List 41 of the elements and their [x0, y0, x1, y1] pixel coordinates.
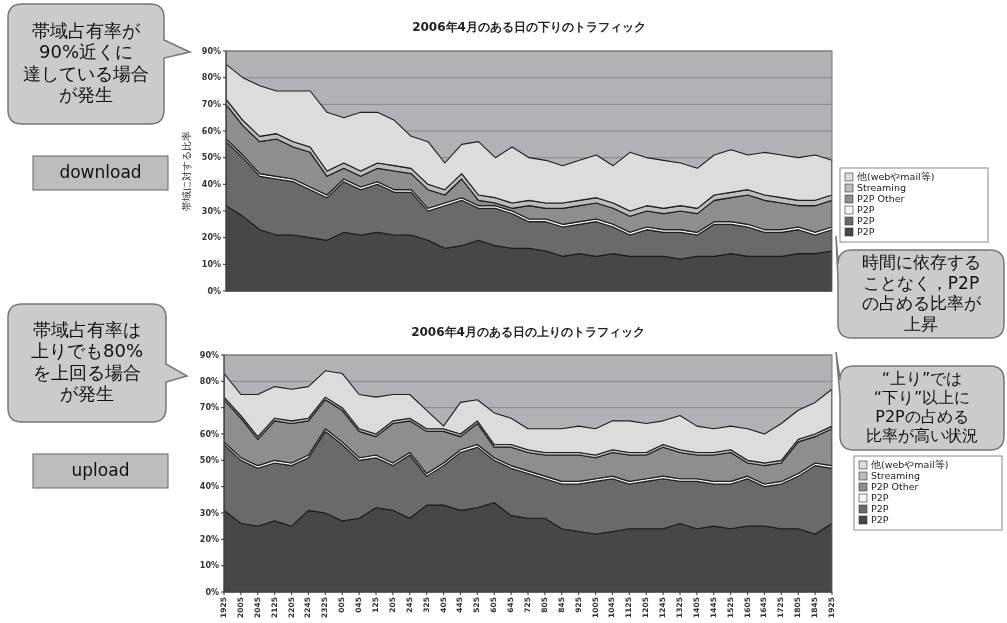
text: upload: [71, 460, 130, 480]
y-tick-label: 0%: [207, 286, 221, 296]
y-tick-label: 70%: [201, 99, 221, 109]
y-tick-label: 40%: [199, 482, 219, 492]
legend-label: P2P Other: [871, 481, 919, 492]
text: download: [59, 162, 142, 182]
y-tick-label: 20%: [199, 534, 219, 544]
y-tick-label: 30%: [199, 508, 219, 518]
chart-title: 2006年4月のある日の下りのトラフィック: [412, 20, 646, 34]
y-tick-label: 30%: [201, 206, 221, 216]
legend-label: P2P: [871, 503, 889, 514]
legend-label: 他(webやmail等): [857, 171, 935, 182]
y-tick-label: 50%: [199, 455, 219, 465]
text: 時間に依存することなく，P2Pの占める比率が上昇: [861, 252, 982, 334]
y-axis-title: 帯域に対する比率: [181, 131, 192, 211]
legend-label: P2P: [857, 204, 875, 215]
y-tick-label: 10%: [199, 561, 219, 571]
text: 帯域占有率は上りでも80%を上回る場合が発生: [30, 318, 144, 405]
y-tick-label: 60%: [199, 429, 219, 439]
text: 帯域占有率が90%近くに達している場合が発生: [23, 19, 149, 106]
y-tick-label: 80%: [201, 73, 221, 83]
y-tick-label: 50%: [201, 153, 221, 163]
legend-label: P2P: [857, 226, 875, 237]
legend-label: Streaming: [871, 470, 921, 481]
text: P2P: [871, 514, 889, 525]
y-tick-label: 20%: [201, 233, 221, 243]
text: Streaming: [857, 182, 907, 193]
y-tick-label: 70%: [199, 403, 219, 413]
legend-label: P2P: [857, 215, 875, 226]
legend-label: 他(webやmail等): [871, 459, 949, 470]
y-tick-label: 40%: [201, 179, 221, 189]
y-tick-label: 90%: [199, 350, 219, 360]
y-tick-label: 0%: [205, 587, 219, 597]
y-tick-label: 80%: [199, 376, 219, 386]
legend-label: P2P: [871, 492, 889, 503]
y-tick-label: 90%: [201, 46, 221, 56]
legend-label: P2P Other: [857, 193, 905, 204]
y-tick-label: 60%: [201, 126, 221, 136]
chart-title: 2006年4月のある日の上りのトラフィック: [411, 325, 645, 339]
y-tick-label: 10%: [201, 259, 221, 269]
text: “上り”では“下り”以上にP2Pの占める比率が高い状況: [866, 368, 978, 446]
